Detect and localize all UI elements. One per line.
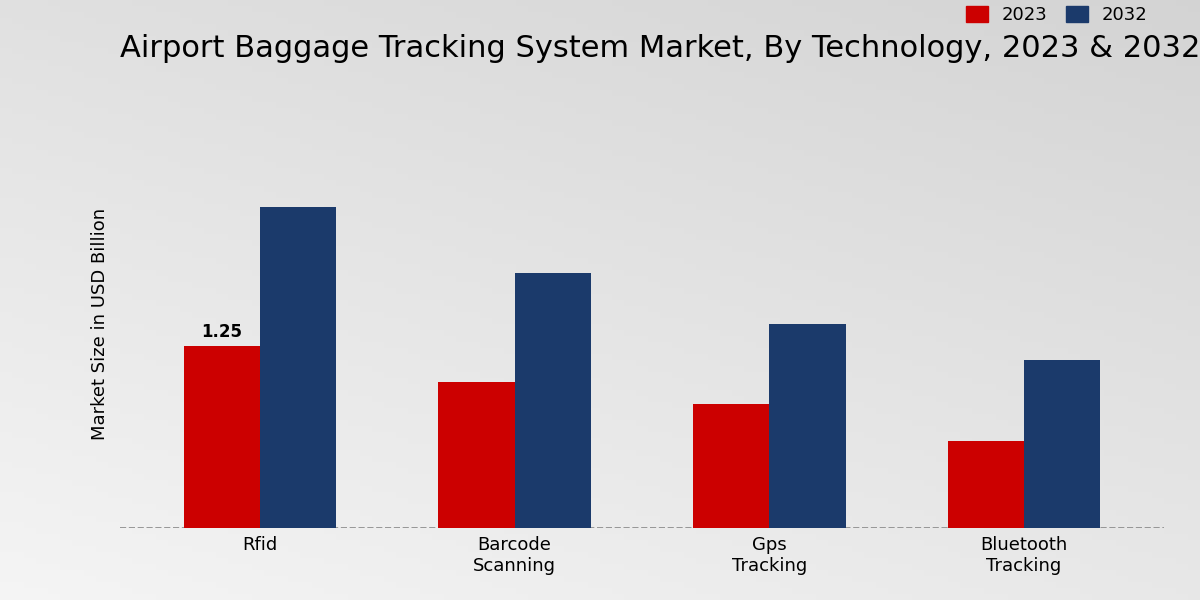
Y-axis label: Market Size in USD Billion: Market Size in USD Billion: [91, 208, 109, 440]
Text: Airport Baggage Tracking System Market, By Technology, 2023 & 2032: Airport Baggage Tracking System Market, …: [120, 34, 1200, 63]
Bar: [515, 273, 592, 528]
Legend: 2023, 2032: 2023, 2032: [959, 0, 1154, 31]
Bar: [1024, 361, 1100, 528]
Bar: [184, 346, 260, 528]
Bar: [260, 208, 336, 528]
Bar: [692, 404, 769, 528]
Bar: [769, 324, 846, 528]
Text: 1.25: 1.25: [202, 323, 242, 341]
Bar: [438, 382, 515, 528]
Bar: [948, 440, 1024, 528]
